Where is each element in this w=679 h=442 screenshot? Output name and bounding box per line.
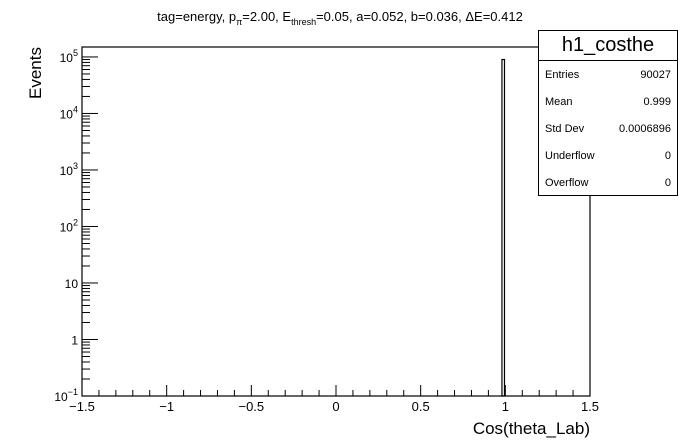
stats-row-value: 0.0006896 — [619, 122, 671, 135]
y-tick-label: 102 — [60, 217, 78, 234]
stats-row-label: Mean — [545, 95, 573, 108]
title-e-subscript: thresh — [291, 17, 316, 27]
y-tick-label: 1 — [71, 333, 78, 347]
stats-row: Entries 90027 — [539, 61, 677, 88]
y-tick-label: 10 — [65, 277, 79, 291]
stats-row: Std Dev 0.0006896 — [539, 115, 677, 142]
stats-row-value: 0 — [664, 149, 671, 162]
title-part-c: =0.05, a=0.052, b=0.036, ΔE=0.412 — [316, 9, 523, 24]
title-part-b: =2.00, E — [242, 9, 291, 24]
title-p-subscript: π — [236, 17, 242, 27]
x-tick-label: 1.5 — [581, 399, 599, 414]
x-tick-label: −1.5 — [69, 399, 95, 414]
stats-row-label: Entries — [545, 68, 580, 81]
stats-box: h1_costhe Entries 90027 Mean 0.999 Std Dev 0.… — [538, 30, 678, 196]
y-axis-label: Events — [26, 47, 45, 99]
stats-rows: Entries 90027 Mean 0.999 Std Dev 0.0006896 Und… — [539, 61, 677, 196]
stats-row-label: Std Dev — [545, 122, 585, 135]
x-tick-label: −1 — [159, 399, 174, 414]
x-tick-label: 1 — [502, 399, 509, 414]
x-tick-label: 0 — [332, 399, 339, 414]
y-tick-label: 103 — [60, 161, 78, 178]
histogram-bar — [501, 58, 506, 397]
stats-row-value: 0.999 — [643, 95, 671, 108]
stats-row-label: Underflow — [545, 149, 595, 162]
y-tick-label: 104 — [60, 104, 78, 121]
y-tick-label: 105 — [60, 48, 78, 65]
x-tick-label: 0.5 — [412, 399, 430, 414]
stats-row: Mean 0.999 — [539, 88, 677, 115]
stats-row-label: Overflow — [545, 176, 589, 189]
x-tick-label: −0.5 — [238, 399, 264, 414]
stats-title: h1_costhe — [539, 31, 677, 61]
stats-row: Underflow 0 — [539, 142, 677, 169]
plot-frame — [81, 46, 591, 397]
stats-row-value: 90027 — [640, 68, 671, 81]
stats-row: Overflow 0 — [539, 169, 677, 196]
stats-row-value: 0 — [664, 176, 671, 189]
y-tick-label: 10−1 — [54, 387, 78, 404]
chart-title: tag=energy, pπ=2.00, Ethresh=0.05, a=0.0… — [157, 9, 523, 27]
x-axis-label: Cos(theta_Lab) — [473, 419, 590, 438]
title-part-a: tag=energy, p — [157, 9, 236, 24]
